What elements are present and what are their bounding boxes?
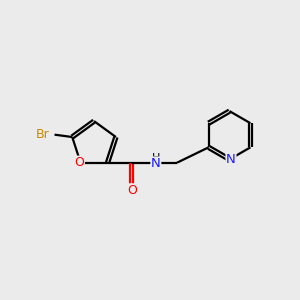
Text: N: N <box>151 157 161 170</box>
Text: N: N <box>226 153 236 166</box>
Text: O: O <box>127 184 136 197</box>
Text: O: O <box>74 156 84 169</box>
Text: Br: Br <box>36 128 50 141</box>
Text: H: H <box>152 153 160 163</box>
